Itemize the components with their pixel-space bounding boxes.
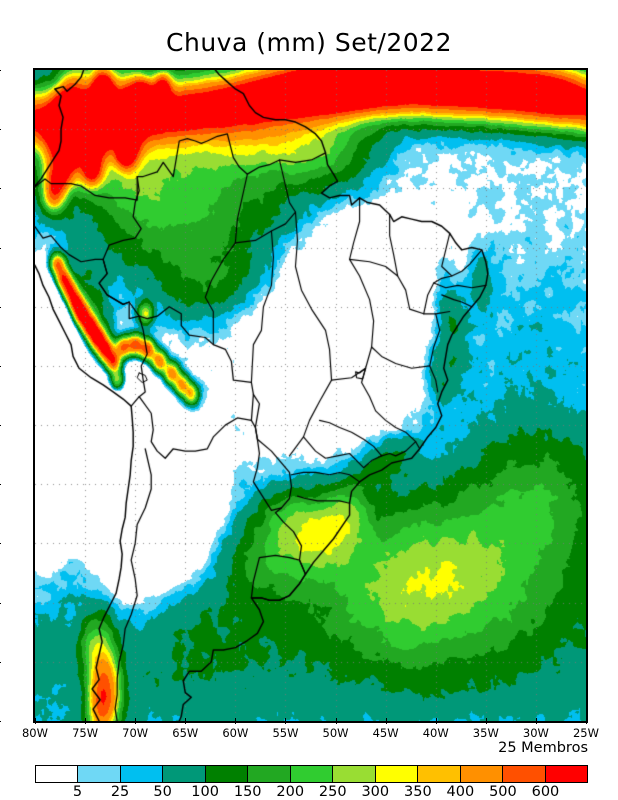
x-axis-tick-label: 25W [572,726,600,740]
colorbar-segment [290,766,334,782]
colorbar-tick-labels: 5 25 50 100 150 200 250 300 350 400 500 600 [35,784,588,800]
x-axis-tick-mark [85,718,87,724]
colorbar-segment [375,766,419,782]
colorbar-tick-label: 300 [361,784,390,800]
colorbar [35,765,588,783]
x-axis-tick-mark [285,718,287,724]
members-count-label: 25 Membros [498,740,588,756]
colorbar-tick-label: 150 [233,784,262,800]
x-axis-tick-label: 65W [172,726,199,740]
x-axis-tick-label: 60W [222,726,249,740]
colorbar-segment [78,766,121,782]
x-axis-tick-label: 55W [272,726,299,740]
colorbar-segment [248,766,291,782]
x-axis-tick-mark [535,718,537,724]
colorbar-tick-label: 200 [276,784,305,800]
x-axis-tick-mark [435,718,437,724]
colorbar-segment [418,766,461,782]
colorbar-tick-label: 400 [446,784,475,800]
page-title: Chuva (mm) Set/2022 [166,28,452,57]
colorbar-tick-label: 500 [489,784,517,800]
colorbar-segment [36,766,79,782]
x-axis-tick-mark [135,718,137,724]
colorbar-tick-label: 100 [191,784,219,800]
colorbar-tick-label: 350 [404,784,432,800]
colorbar-segment [503,766,546,782]
x-axis-tick-label: 35W [472,726,499,740]
colorbar-segment [460,766,504,782]
colorbar-segment [120,766,164,782]
colorbar-segment [333,766,376,782]
x-axis-tick-mark [485,718,487,724]
x-axis-tick-mark [586,718,587,724]
x-axis-tick-mark [235,718,237,724]
x-axis-tick-label: 50W [322,726,349,740]
x-axis-tick-label: 45W [372,726,399,740]
map-plot-area [33,68,588,723]
x-axis-tick-mark [35,718,36,724]
colorbar-tick-label: 5 [72,784,83,800]
x-axis-tick-label: 80W [21,726,49,740]
colorbar-tick-label: 600 [531,784,560,800]
x-axis-tick-mark [385,718,387,724]
colorbar-segment [545,766,588,782]
x-axis-tick-label: 70W [122,726,149,740]
colorbar-tick-label: 25 [110,784,130,800]
rainfall-heatmap-canvas [35,70,586,721]
x-axis-tick-mark [185,718,187,724]
colorbar-segment [205,766,249,782]
colorbar-segment [163,766,206,782]
x-axis-tick-label: 30W [522,726,549,740]
x-axis-tick-label: 40W [422,726,449,740]
x-axis-tick-mark [335,718,337,724]
x-axis-tick-label: 75W [72,726,99,740]
colorbar-tick-label: 250 [318,784,347,800]
colorbar-tick-label: 50 [153,784,172,800]
